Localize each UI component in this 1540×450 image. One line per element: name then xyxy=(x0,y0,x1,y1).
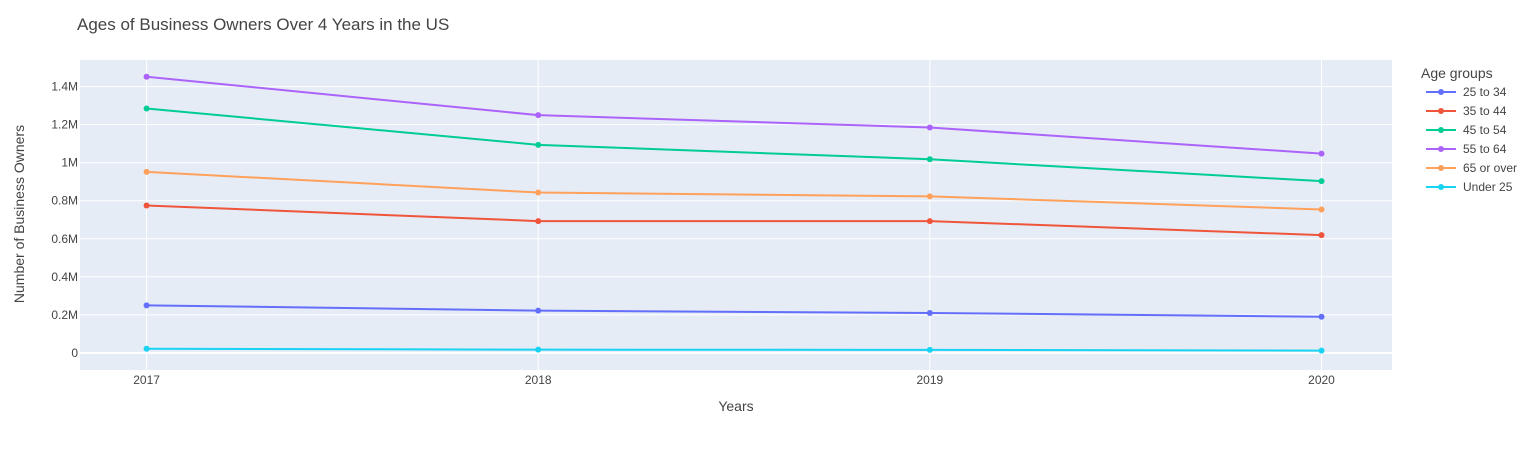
plot-area xyxy=(80,60,1392,370)
legend-item[interactable]: 65 or over xyxy=(1426,161,1517,175)
legend-label: 65 or over xyxy=(1463,161,1517,175)
data-point[interactable] xyxy=(1319,232,1325,238)
data-point[interactable] xyxy=(535,347,541,353)
data-point[interactable] xyxy=(535,308,541,314)
legend-marker xyxy=(1438,165,1444,171)
legend-item[interactable]: 35 to 44 xyxy=(1426,104,1507,118)
x-tick-label: 2017 xyxy=(133,373,160,387)
legend-label: 55 to 64 xyxy=(1463,142,1507,156)
data-point[interactable] xyxy=(1319,314,1325,320)
data-point[interactable] xyxy=(927,125,933,131)
x-axis-ticks: 2017 2018 2019 2020 xyxy=(133,373,1335,387)
legend-marker xyxy=(1438,127,1444,133)
legend-label: 45 to 54 xyxy=(1463,123,1507,137)
data-point[interactable] xyxy=(144,302,150,308)
legend-label: Under 25 xyxy=(1463,180,1513,194)
legend-item[interactable]: 45 to 54 xyxy=(1426,123,1507,137)
data-point[interactable] xyxy=(535,218,541,224)
data-point[interactable] xyxy=(144,74,150,80)
y-tick-label: 0 xyxy=(71,346,78,360)
x-axis-label: Years xyxy=(718,398,753,414)
y-tick-label: 1.4M xyxy=(51,80,78,94)
legend-item[interactable]: Under 25 xyxy=(1426,180,1513,194)
data-point[interactable] xyxy=(1319,151,1325,157)
legend-marker xyxy=(1438,184,1444,190)
data-point[interactable] xyxy=(535,190,541,196)
x-tick-label: 2018 xyxy=(525,373,552,387)
data-point[interactable] xyxy=(535,112,541,118)
legend-title: Age groups xyxy=(1421,65,1493,81)
data-point[interactable] xyxy=(144,105,150,111)
data-point[interactable] xyxy=(927,310,933,316)
data-point[interactable] xyxy=(927,218,933,224)
data-point[interactable] xyxy=(144,202,150,208)
legend-item[interactable]: 55 to 64 xyxy=(1426,142,1507,156)
x-tick-label: 2020 xyxy=(1308,373,1335,387)
data-point[interactable] xyxy=(927,347,933,353)
y-tick-label: 0.8M xyxy=(51,194,78,208)
y-tick-label: 0.6M xyxy=(51,232,78,246)
legend-item[interactable]: 25 to 34 xyxy=(1426,85,1507,99)
data-point[interactable] xyxy=(1319,206,1325,212)
y-tick-label: 1M xyxy=(61,156,78,170)
data-point[interactable] xyxy=(927,193,933,199)
data-point[interactable] xyxy=(927,156,933,162)
legend: Age groups 25 to 34 35 to 44 45 to 54 55 to… xyxy=(1421,65,1517,194)
data-point[interactable] xyxy=(535,142,541,148)
y-tick-label: 0.4M xyxy=(51,270,78,284)
data-point[interactable] xyxy=(1319,178,1325,184)
legend-marker xyxy=(1438,146,1444,152)
x-tick-label: 2019 xyxy=(917,373,944,387)
data-point[interactable] xyxy=(144,169,150,175)
legend-marker xyxy=(1438,89,1444,95)
legend-label: 35 to 44 xyxy=(1463,104,1507,118)
legend-label: 25 to 34 xyxy=(1463,85,1507,99)
data-point[interactable] xyxy=(144,346,150,352)
chart-title: Ages of Business Owners Over 4 Years in … xyxy=(77,15,449,34)
y-tick-label: 1.2M xyxy=(51,118,78,132)
data-point[interactable] xyxy=(1319,348,1325,354)
legend-marker xyxy=(1438,108,1444,114)
y-axis-label: Number of Business Owners xyxy=(11,125,27,303)
y-tick-label: 0.2M xyxy=(51,308,78,322)
y-axis-ticks: 0 0.2M 0.4M 0.6M 0.8M 1M 1.2M 1.4M xyxy=(51,80,78,360)
